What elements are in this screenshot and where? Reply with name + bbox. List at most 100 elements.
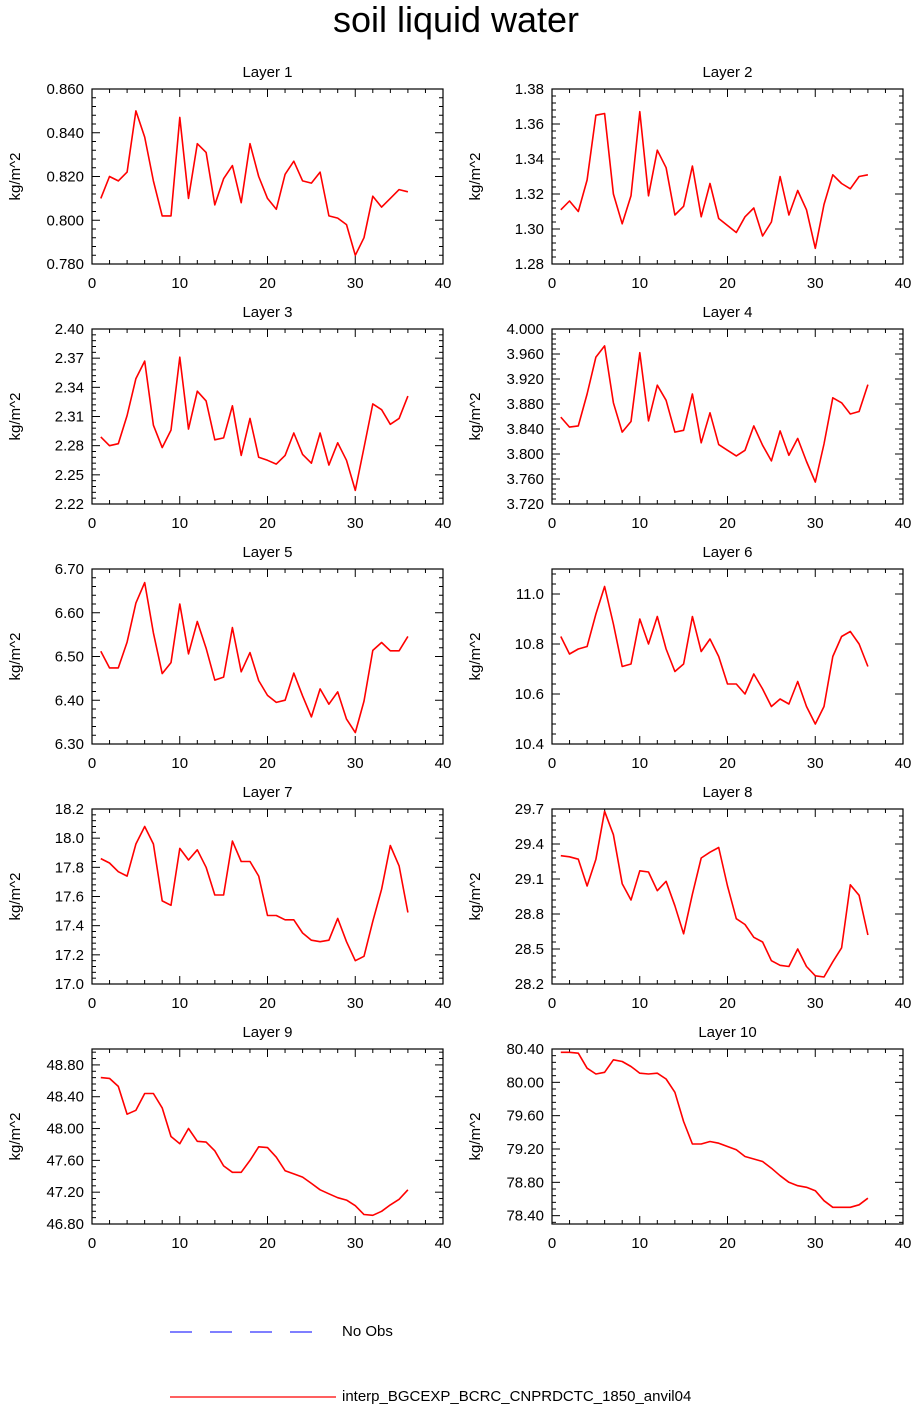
legend-swatch-model xyxy=(170,1396,336,1398)
plot-frame xyxy=(551,1048,904,1225)
y-tick-label: 78.40 xyxy=(506,1208,544,1225)
y-tick-label: 17.2 xyxy=(55,947,84,964)
y-axis-label: kg/m^2 xyxy=(467,393,484,441)
x-tick-label: 0 xyxy=(548,1235,556,1252)
y-tick-label: 3.760 xyxy=(506,471,544,488)
y-tick-label: 28.8 xyxy=(515,906,544,923)
x-tick-label: 30 xyxy=(807,755,824,772)
x-tick-label: 10 xyxy=(171,995,188,1012)
x-tick-label: 20 xyxy=(719,275,736,292)
x-tick-label: 0 xyxy=(548,275,556,292)
x-tick-label: 30 xyxy=(807,515,824,532)
panel-layer-7: Layer 7 kg/m^2 0 10 20 30 40 17.0 17.2 17.4 17.6 17… xyxy=(7,784,451,1012)
x-tick-label: 30 xyxy=(347,1235,364,1252)
panel-title: Layer 10 xyxy=(698,1024,756,1041)
y-tick-label: 2.22 xyxy=(55,496,84,513)
y-tick-label: 29.4 xyxy=(515,836,544,853)
y-tick-label: 80.00 xyxy=(506,1074,544,1091)
y-tick-label: 28.5 xyxy=(515,941,544,958)
panel-title: Layer 9 xyxy=(242,1024,292,1041)
panel-title: Layer 3 xyxy=(242,304,292,321)
y-tick-label: 6.60 xyxy=(55,605,84,622)
y-tick-label: 3.920 xyxy=(506,371,544,388)
series-line xyxy=(100,581,409,734)
series-line xyxy=(560,110,869,250)
figure-title: soil liquid water xyxy=(332,0,580,40)
y-tick-label: 2.31 xyxy=(55,409,84,426)
panel-layer-1: Layer 1 kg/m^2 0 10 20 30 40 0.780 0.800 0.820 0.8… xyxy=(7,64,451,292)
y-tick-label: 2.34 xyxy=(55,379,84,396)
plot-frame xyxy=(91,1048,444,1225)
x-tick-label: 20 xyxy=(719,515,736,532)
series-line xyxy=(100,110,409,257)
y-tick-label: 1.30 xyxy=(515,221,544,238)
y-tick-label: 18.0 xyxy=(55,830,84,847)
y-tick-label: 0.840 xyxy=(46,125,84,142)
y-tick-label: 17.0 xyxy=(55,976,84,993)
y-tick-label: 6.50 xyxy=(55,649,84,666)
x-tick-label: 20 xyxy=(259,755,276,772)
y-tick-label: 78.80 xyxy=(506,1174,544,1191)
x-tick-label: 20 xyxy=(719,1235,736,1252)
y-axis-label: kg/m^2 xyxy=(7,1113,24,1161)
y-tick-label: 0.800 xyxy=(46,212,84,229)
y-tick-label: 10.6 xyxy=(515,686,544,703)
panel-layer-3: Layer 3 kg/m^2 0 10 20 30 40 2.22 2.25 2.28 2.31 2.… xyxy=(7,304,451,532)
panel-title: Layer 8 xyxy=(702,784,752,801)
y-tick-label: 1.34 xyxy=(515,151,544,168)
plot-frame xyxy=(91,568,444,745)
legend-label-no-obs: No Obs xyxy=(342,1323,393,1340)
x-tick-label: 40 xyxy=(895,275,912,292)
y-tick-label: 29.7 xyxy=(515,801,544,818)
y-axis-label: kg/m^2 xyxy=(7,633,24,681)
y-tick-label: 1.36 xyxy=(515,116,544,133)
y-tick-label: 3.800 xyxy=(506,446,544,463)
y-tick-label: 47.20 xyxy=(46,1184,84,1201)
x-tick-label: 20 xyxy=(259,515,276,532)
y-tick-label: 2.28 xyxy=(55,438,84,455)
y-tick-label: 47.60 xyxy=(46,1152,84,1169)
x-tick-label: 30 xyxy=(807,1235,824,1252)
x-tick-label: 30 xyxy=(807,275,824,292)
legend-label-model: interp_BGCEXP_BCRC_CNPRDCTC_1850_anvil04 xyxy=(342,1388,692,1405)
panel-layer-10: Layer 10 kg/m^2 0 10 20 30 40 78.40 78.80 79.20 79… xyxy=(467,1024,911,1252)
x-tick-label: 20 xyxy=(259,995,276,1012)
y-tick-label: 2.25 xyxy=(55,467,84,484)
y-tick-label: 4.000 xyxy=(506,321,544,338)
x-tick-label: 40 xyxy=(435,755,452,772)
x-tick-label: 10 xyxy=(631,995,648,1012)
y-tick-label: 1.28 xyxy=(515,256,544,273)
y-tick-label: 2.37 xyxy=(55,350,84,367)
plot-frame xyxy=(551,808,904,985)
plot-frame xyxy=(551,568,904,745)
x-tick-label: 40 xyxy=(895,515,912,532)
plot-frame xyxy=(91,88,444,265)
y-tick-label: 17.6 xyxy=(55,889,84,906)
y-axis-label: kg/m^2 xyxy=(467,153,484,201)
panel-title: Layer 7 xyxy=(242,784,292,801)
y-tick-label: 0.860 xyxy=(46,81,84,98)
series-line xyxy=(560,585,869,725)
y-axis-label: kg/m^2 xyxy=(467,873,484,921)
plot-frame xyxy=(551,328,904,505)
x-tick-label: 10 xyxy=(171,755,188,772)
series-line xyxy=(100,825,409,962)
y-tick-label: 17.8 xyxy=(55,859,84,876)
y-axis-label: kg/m^2 xyxy=(7,873,24,921)
y-tick-label: 3.960 xyxy=(506,346,544,363)
y-tick-label: 48.00 xyxy=(46,1121,84,1138)
x-tick-label: 30 xyxy=(347,515,364,532)
series-line xyxy=(100,1076,409,1217)
y-tick-label: 46.80 xyxy=(46,1216,84,1233)
panel-title: Layer 1 xyxy=(242,64,292,81)
y-tick-label: 0.820 xyxy=(46,169,84,186)
panel-title: Layer 2 xyxy=(702,64,752,81)
x-tick-label: 40 xyxy=(435,515,452,532)
x-tick-label: 0 xyxy=(548,755,556,772)
x-tick-label: 40 xyxy=(435,995,452,1012)
x-tick-label: 40 xyxy=(895,1235,912,1252)
y-tick-label: 3.840 xyxy=(506,421,544,438)
y-tick-label: 6.40 xyxy=(55,692,84,709)
series-line xyxy=(560,345,869,483)
x-tick-label: 10 xyxy=(171,1235,188,1252)
